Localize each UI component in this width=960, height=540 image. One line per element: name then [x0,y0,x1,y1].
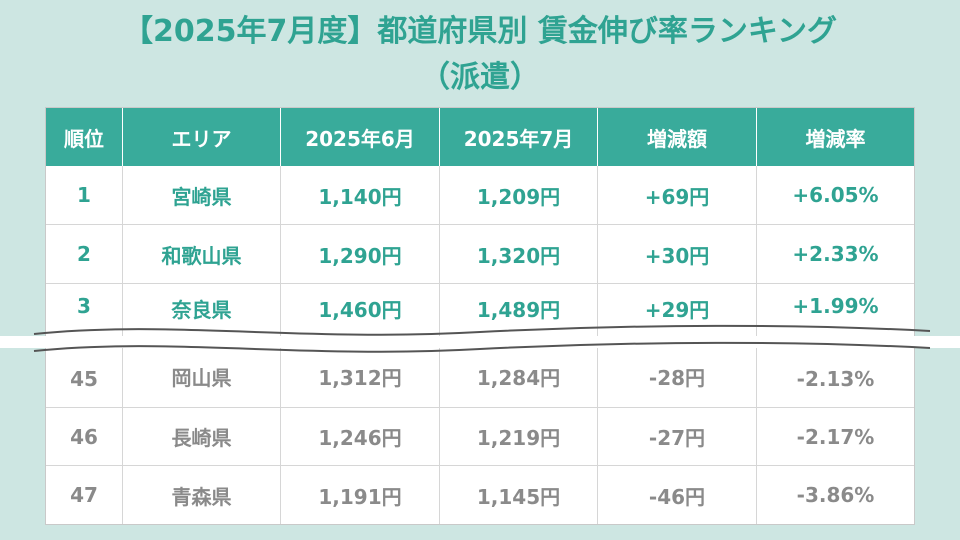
header-change-amount: 増減額 [598,108,757,166]
area-cell: 青森県 [123,466,281,524]
change-amount-cell: +30円 [598,225,757,284]
july-wage-cell: 1,209円 [440,166,598,225]
rank-cell: 47 [46,466,123,524]
area-cell: 和歌山県 [123,225,281,284]
june-wage-cell: 1,191円 [281,466,440,524]
change-rate-cell: -2.17% [757,408,914,466]
area-cell: 長崎県 [123,408,281,466]
header-july: 2025年7月 [440,108,598,166]
table-row: 46 長崎県 1,246円 1,219円 -27円 -2.17% [46,408,914,466]
change-amount-cell: +69円 [598,166,757,225]
section-break-wave-icon [0,324,960,353]
table-row: 1 宮崎県 1,140円 1,209円 +69円 +6.05% [46,166,914,225]
change-amount-cell: -46円 [598,466,757,524]
change-rate-cell: +6.05% [757,166,914,225]
area-cell: 岡山県 [123,342,281,408]
area-cell: 奈良県 [123,284,281,342]
change-rate-cell: -2.13% [757,342,914,408]
table-row: 45 岡山県 1,312円 1,284円 -28円 -2.13% [46,342,914,408]
change-amount-cell: -28円 [598,342,757,408]
table-row: 47 青森県 1,191円 1,145円 -46円 -3.86% [46,466,914,524]
change-rate-cell: +1.99% [792,294,879,318]
page-subtitle: （派遣） [420,60,540,95]
change-amount-cell: +29円 [598,284,757,342]
june-wage-cell: 1,290円 [281,225,440,284]
june-wage-cell: 1,246円 [281,408,440,466]
july-wage-cell: 1,145円 [440,466,598,524]
header-area: エリア [123,108,281,166]
table-row: 2 和歌山県 1,290円 1,320円 +30円 +2.33% [46,225,914,284]
table-row: 3 奈良県 1,460円 1,489円 +29円 +1.99% [46,284,914,342]
june-wage-cell: 1,312円 [281,342,440,408]
change-rate-cell: -3.86% [796,483,875,507]
rank-cell: 3 [46,284,123,342]
july-wage-cell: 1,320円 [440,225,598,284]
rank-cell: 1 [46,166,123,225]
rank-cell: 2 [46,225,123,284]
july-wage-cell: 1,219円 [440,408,598,466]
change-amount-cell: -27円 [598,408,757,466]
rank-cell: 45 [46,342,123,408]
july-wage-cell: 1,489円 [440,284,598,342]
june-wage-cell: 1,140円 [281,166,440,225]
header-june: 2025年6月 [281,108,440,166]
area-cell: 宮崎県 [123,166,281,225]
rank-cell: 46 [46,408,123,466]
june-wage-cell: 1,460円 [281,284,440,342]
ranking-table: 順位 エリア 2025年6月 2025年7月 増減額 増減率 1 宮崎県 1,1… [45,107,915,525]
change-rate-cell: +2.33% [757,225,914,284]
header-rank: 順位 [46,108,123,166]
july-wage-cell: 1,284円 [440,342,598,408]
page-title: 【2025年7月度】都道府県別 賃金伸び率ランキング [123,14,837,49]
header-change-rate: 増減率 [805,126,866,151]
table-header: 順位 エリア 2025年6月 2025年7月 増減額 増減率 [46,108,914,166]
